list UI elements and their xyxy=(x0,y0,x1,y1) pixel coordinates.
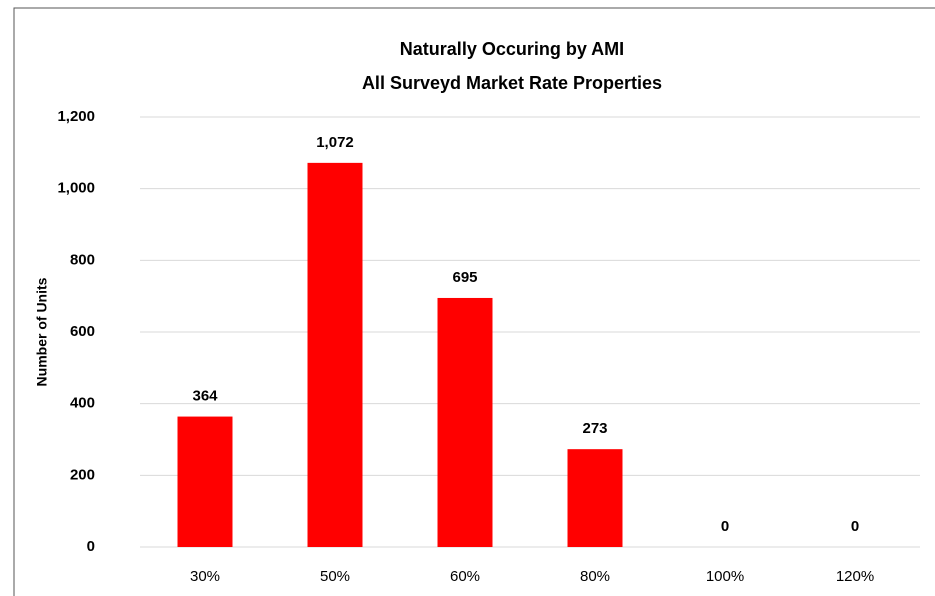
data-label: 1,072 xyxy=(316,134,354,151)
x-tick-label: 80% xyxy=(580,568,610,585)
x-tick-label: 60% xyxy=(450,568,480,585)
data-label: 0 xyxy=(851,518,859,535)
data-label: 0 xyxy=(721,518,729,535)
y-axis-label: Number of Units xyxy=(34,277,50,386)
bar xyxy=(177,416,233,547)
y-tick-label: 0 xyxy=(87,538,95,555)
y-tick-label: 400 xyxy=(70,395,95,412)
y-tick-label: 200 xyxy=(70,466,95,483)
data-label: 695 xyxy=(452,269,477,286)
y-tick-label: 800 xyxy=(70,251,95,268)
bar xyxy=(567,449,623,547)
x-tick-label: 30% xyxy=(190,568,220,585)
y-tick-label: 1,200 xyxy=(57,108,95,125)
y-tick-label: 600 xyxy=(70,323,95,340)
data-label: 364 xyxy=(192,388,218,405)
data-label: 273 xyxy=(582,420,607,437)
chart-title: Naturally Occuring by AMI xyxy=(400,39,624,59)
y-tick-label: 1,000 xyxy=(57,180,95,197)
bar xyxy=(307,162,363,547)
x-tick-label: 120% xyxy=(836,568,874,585)
chart-border xyxy=(13,7,935,596)
x-tick-label: 100% xyxy=(706,568,744,585)
chart-subtitle: All Surveyd Market Rate Properties xyxy=(362,73,662,93)
bar xyxy=(437,297,493,547)
x-tick-label: 50% xyxy=(320,568,350,585)
